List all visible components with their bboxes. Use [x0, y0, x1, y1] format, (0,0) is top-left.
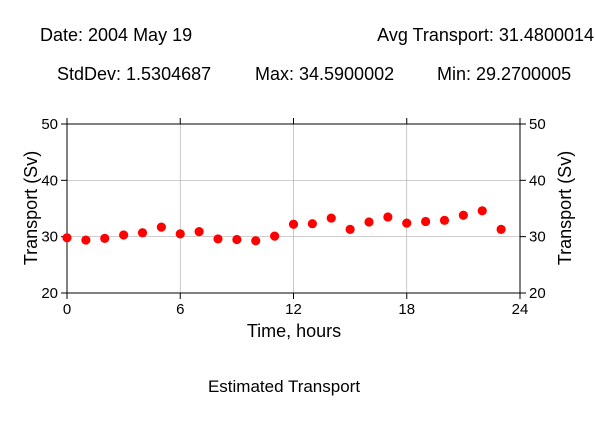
- data-point: [194, 226, 204, 237]
- data-point: [270, 231, 280, 241]
- data-point: [62, 233, 72, 243]
- y-tick-label-right: 30: [529, 229, 546, 246]
- grid-lines: [67, 124, 520, 293]
- data-point: [288, 219, 299, 229]
- data-point: [100, 233, 110, 243]
- data-point: [364, 217, 374, 227]
- data-point: [345, 224, 355, 234]
- data-point: [232, 234, 242, 245]
- avg-transport-label: Avg Transport: 31.4800014: [377, 25, 594, 45]
- data-points: [62, 206, 506, 246]
- y-tick-label-left: 40: [41, 172, 58, 189]
- x-tick-label: 0: [63, 301, 71, 318]
- x-tick-label: 18: [398, 301, 415, 318]
- data-point: [251, 236, 261, 246]
- y-tick-label-right: 50: [529, 116, 546, 133]
- data-point: [439, 215, 450, 225]
- data-point: [477, 206, 487, 216]
- date-label: Date: 2004 May 19: [40, 25, 192, 45]
- y-tick-label-right: 40: [529, 172, 546, 189]
- chart-caption: Estimated Transport: [208, 377, 360, 396]
- x-tick-label: 6: [176, 301, 184, 318]
- data-point: [213, 234, 223, 244]
- stddev-label: StdDev: 1.5304687: [57, 64, 211, 84]
- y-tick-label-left: 30: [41, 229, 58, 246]
- x-tick-label: 24: [512, 301, 529, 318]
- y-tick-label-left: 20: [41, 285, 58, 302]
- y-tick-label-right: 20: [529, 285, 546, 302]
- data-point: [402, 218, 412, 228]
- x-axis-title: Time, hours: [247, 321, 341, 341]
- data-point: [156, 222, 166, 232]
- y-axis-title-right: Transport (Sv): [555, 151, 575, 265]
- max-label: Max: 34.5900002: [255, 64, 394, 84]
- data-point: [383, 212, 393, 222]
- data-point: [496, 224, 506, 234]
- data-point: [81, 235, 91, 245]
- y-tick-label-left: 50: [41, 116, 58, 133]
- data-point: [175, 229, 185, 239]
- data-point: [458, 210, 468, 220]
- data-point: [421, 216, 431, 227]
- x-tick-label: 12: [285, 301, 302, 318]
- data-point: [119, 230, 129, 240]
- data-point: [137, 228, 148, 238]
- y-axis-title-left: Transport (Sv): [21, 151, 41, 265]
- data-point: [326, 213, 336, 223]
- min-label: Min: 29.2700005: [437, 64, 571, 84]
- data-point: [307, 219, 317, 229]
